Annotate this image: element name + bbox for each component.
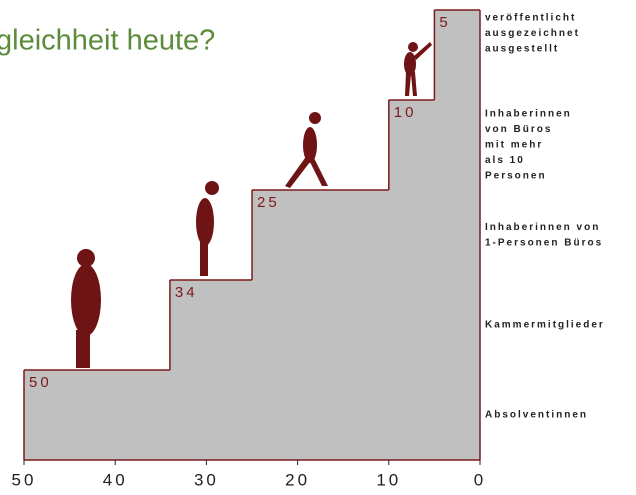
- category-label: Inhaberinnen: [485, 109, 572, 120]
- x-tick-label: 40: [103, 470, 128, 489]
- x-tick-label: 10: [376, 470, 401, 489]
- figure: [205, 181, 219, 195]
- figure: [303, 127, 317, 163]
- value-label: 34: [175, 284, 198, 301]
- step: [252, 190, 480, 280]
- x-tick-label: 20: [285, 470, 310, 489]
- category-label: von Büros: [485, 124, 552, 135]
- category-label: Kammermitglieder: [485, 320, 605, 331]
- step: [170, 280, 480, 370]
- figure: [200, 240, 208, 276]
- figure: [71, 264, 101, 336]
- category-label: ausgezeichnet: [485, 28, 580, 39]
- category-label: ausgestellt: [485, 44, 559, 55]
- category-label: als 10: [485, 155, 525, 166]
- value-label: 50: [29, 374, 52, 391]
- x-tick-label: 30: [194, 470, 219, 489]
- value-label: 25: [257, 194, 280, 211]
- chart-title: gleichheit heute?: [0, 25, 215, 57]
- x-tick-label: 50: [12, 470, 37, 489]
- category-label: Absolventinnen: [485, 410, 588, 421]
- chart: gleichheit heute? 50 34 25 10 5 Absolventinn…: [0, 0, 636, 495]
- step: [24, 370, 480, 460]
- category-label: mit mehr: [485, 140, 543, 151]
- figure: [309, 112, 321, 124]
- value-label: 5: [439, 14, 450, 31]
- figure: [408, 42, 418, 52]
- value-label: 10: [394, 104, 417, 121]
- category-label: 1-Personen Büros: [485, 237, 603, 248]
- figure: [196, 198, 214, 246]
- figure: [76, 330, 90, 368]
- figure: [285, 158, 328, 188]
- category-label: Inhaberinnen von: [485, 222, 600, 233]
- category-label: Personen: [485, 171, 547, 182]
- category-label: veröffentlicht: [485, 13, 576, 24]
- x-tick-label: 0: [474, 470, 486, 489]
